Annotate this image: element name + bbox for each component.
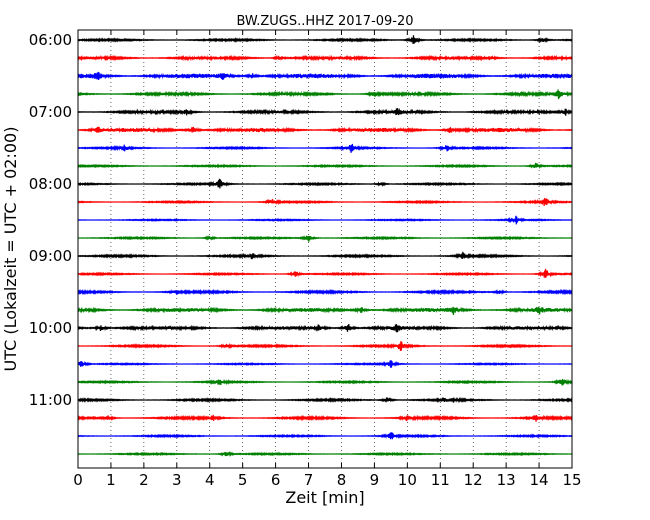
x-tick-label: 0: [73, 471, 83, 489]
trace-0915: [77, 268, 573, 278]
y-axis-label: UTC (Lokalzeit = UTC + 02:00): [1, 127, 20, 372]
x-tick-label: 15: [562, 471, 581, 489]
trace-0845: [77, 235, 573, 242]
x-tick-label: 13: [497, 471, 516, 489]
x-axis-ticks: 0 1 2 3 4 5 6 7 8 9 10 11 12 13 14 15: [73, 30, 582, 489]
x-tick-label: 6: [271, 471, 281, 489]
trace-0800: [77, 178, 573, 189]
y-tick-label: 09:00: [29, 247, 72, 265]
x-tick-label: 8: [337, 471, 347, 489]
x-tick-label: 10: [398, 471, 417, 489]
x-tick-label: 2: [139, 471, 149, 489]
trace-0630: [77, 71, 573, 81]
plot-frame: [77, 29, 573, 469]
trace-1015: [77, 341, 573, 351]
trace-0900: [77, 251, 573, 260]
trace-1100: [77, 396, 573, 404]
x-tick-label: 7: [304, 471, 314, 489]
trace-group: [77, 35, 573, 457]
trace-1145: [77, 450, 573, 457]
trace-0815: [77, 198, 573, 207]
y-tick-label: 06:00: [29, 31, 72, 49]
trace-0730: [77, 143, 573, 153]
trace-0600: [77, 35, 573, 44]
x-tick-label: 4: [205, 471, 215, 489]
x-tick-label: 9: [370, 471, 380, 489]
y-tick-label: 07:00: [29, 103, 72, 121]
trace-1115: [77, 414, 573, 422]
trace-1000: [77, 324, 573, 333]
trace-0930: [77, 288, 573, 296]
x-tick-label: 1: [106, 471, 116, 489]
trace-0615: [77, 54, 573, 62]
x-tick-label: 11: [431, 471, 450, 489]
y-tick-label: 11:00: [29, 391, 72, 409]
trace-1130: [77, 432, 573, 440]
trace-0830: [77, 215, 573, 225]
trace-1045: [77, 378, 573, 386]
trace-1030: [77, 360, 573, 368]
trace-0745: [77, 162, 573, 170]
x-tick-label: 5: [238, 471, 248, 489]
trace-0700: [77, 108, 573, 116]
x-tick-label: 3: [172, 471, 182, 489]
y-tick-label: 10:00: [29, 319, 72, 337]
trace-0715: [77, 126, 573, 134]
chart-title: BW.ZUGS..HHZ 2017-09-20: [236, 14, 413, 29]
trace-0945: [77, 306, 573, 315]
y-tick-label: 08:00: [29, 175, 72, 193]
x-tick-label: 14: [530, 471, 549, 489]
trace-0645: [77, 89, 573, 100]
x-tick-label: 12: [464, 471, 483, 489]
y-axis-ticks: 06:00 07:00 08:00 09:00 10:00 11:00: [29, 31, 572, 409]
x-axis-label: Zeit [min]: [285, 488, 364, 507]
